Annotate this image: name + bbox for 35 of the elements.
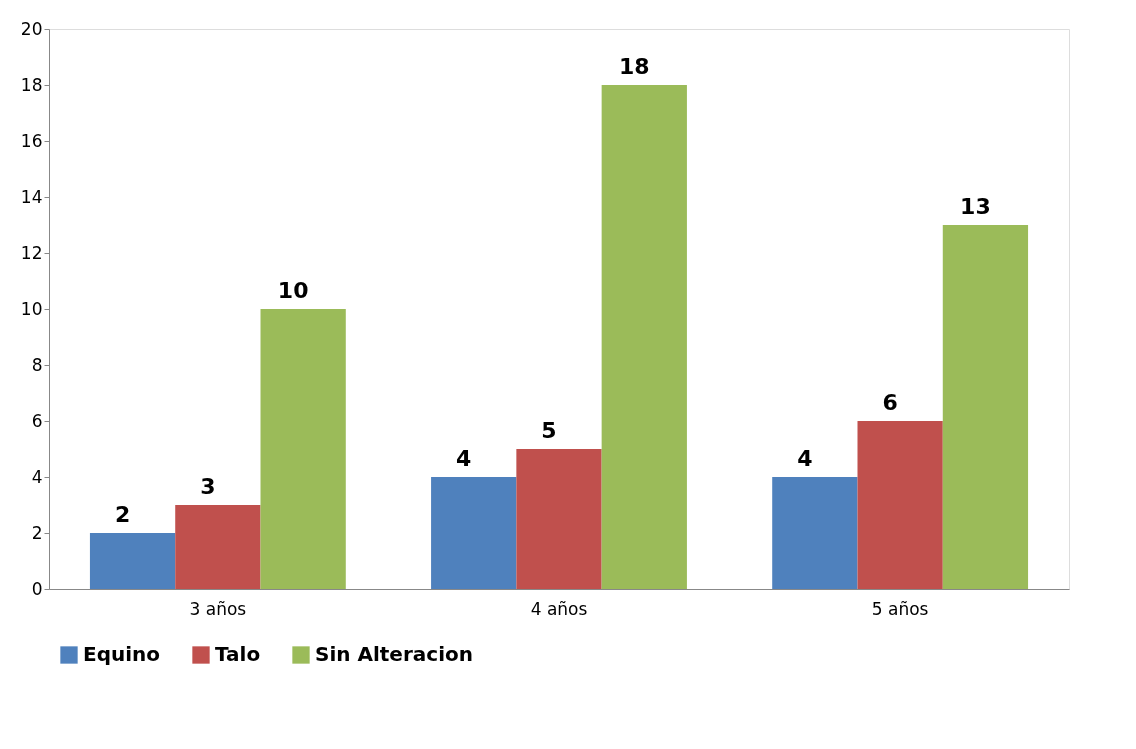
data-label: 5 [541,418,557,443]
bar [175,505,261,589]
y-tick-label: 16 [20,130,43,151]
y-tick-label: 4 [31,466,43,487]
y-tick-label: 14 [20,186,43,207]
y-tick-label: 18 [20,74,43,95]
y-tick-label: 10 [20,298,43,319]
y-tick-label: 8 [31,354,43,375]
y-tick-label: 2 [31,522,43,543]
data-label: 18 [618,54,650,79]
bar [260,309,346,589]
data-label: 3 [200,474,216,499]
y-tick-label: 12 [20,242,43,263]
legend-label: Equino [83,642,161,666]
bar [857,421,943,589]
data-label: 2 [114,502,131,527]
data-label: 4 [456,446,472,471]
legend-label: Sin Alteracion [315,642,473,666]
bar [516,449,602,589]
bar [942,225,1029,589]
data-label: 4 [797,446,813,471]
y-tick-label: 0 [31,578,43,599]
data-label: 6 [882,390,898,415]
x-tick-label: 4 años [530,598,588,619]
y-tick-label: 6 [31,410,43,431]
bar [431,477,517,589]
x-tick-label: 3 años [189,598,247,619]
bar [772,477,858,589]
bar [601,85,687,589]
x-tick-label: 5 años [871,598,929,619]
bar [89,533,176,589]
legend-label: Talo [215,642,261,666]
data-label: 10 [277,278,309,303]
data-label: 13 [960,194,991,219]
y-tick-label: 20 [20,18,43,39]
